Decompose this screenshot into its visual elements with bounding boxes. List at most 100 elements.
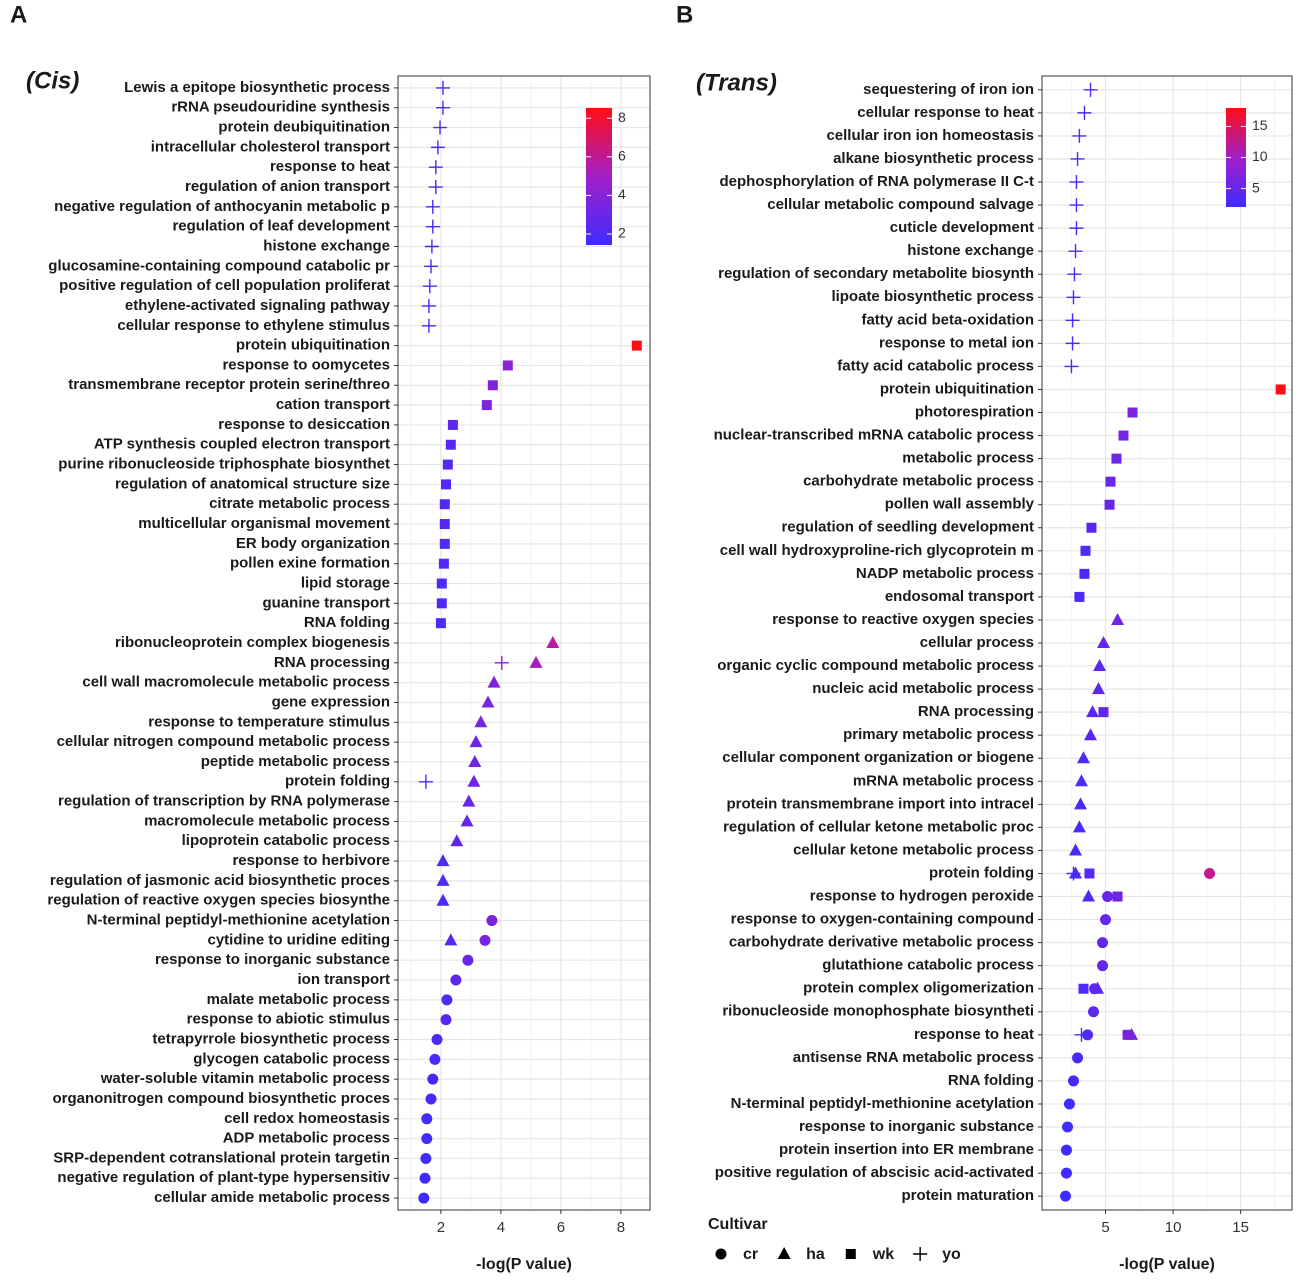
y-tick-label: RNA folding <box>304 614 390 631</box>
y-tick-label: endosomal transport <box>885 588 1034 605</box>
point <box>1111 453 1122 464</box>
y-tick-label: pollen wall assembly <box>885 496 1035 513</box>
y-tick-label: response to inorganic substance <box>799 1118 1034 1135</box>
y-tick-label: histone exchange <box>263 237 390 254</box>
point <box>425 1093 437 1105</box>
points <box>418 80 642 1204</box>
point <box>431 1034 443 1046</box>
point <box>1066 290 1081 305</box>
y-tick-label: dephosphorylation of RNA polymerase II C… <box>720 173 1034 190</box>
y-tick-label: regulation of cellular ketone metabolic … <box>723 818 1034 835</box>
y-tick-label: cellular response to ethylene stimulus <box>117 317 390 334</box>
y-tick-label: protein ubiquitination <box>236 337 390 354</box>
point <box>1076 751 1090 764</box>
point <box>418 774 433 789</box>
point <box>1072 1052 1084 1064</box>
y-tick-label: nucleic acid metabolic process <box>812 680 1034 697</box>
plot-border <box>397 75 651 1211</box>
y-tick-label: protein insertion into ER membrane <box>779 1141 1034 1158</box>
y-tick-label: RNA folding <box>948 1072 1034 1089</box>
x-axis-title: -log(P value) <box>476 1256 572 1273</box>
point <box>1066 866 1081 881</box>
point <box>441 994 453 1006</box>
point <box>1204 867 1216 879</box>
legend-label: yo <box>942 1246 961 1263</box>
point <box>445 439 456 450</box>
point <box>1080 545 1091 556</box>
y-tick-label: regulation of jasmonic acid biosynthetic… <box>50 872 390 889</box>
point <box>529 655 543 668</box>
y-tick-label: negative regulation of anthocyanin metab… <box>54 198 390 215</box>
point <box>1105 476 1116 487</box>
y-tick-label: antisense RNA metabolic process <box>793 1049 1034 1066</box>
point <box>1060 1167 1072 1179</box>
y-tick-label: citrate metabolic process <box>209 495 390 512</box>
panel-subtitle: (Cis) <box>26 67 79 94</box>
point <box>425 219 440 234</box>
point <box>438 558 449 569</box>
point <box>1087 1006 1099 1018</box>
y-tick-label: tetrapyrrole biosynthetic process <box>152 1030 390 1047</box>
point <box>436 854 450 867</box>
y-tick-label: cell wall macromolecule metabolic proces… <box>82 674 390 691</box>
y-tick-label: organic cyclic compound metabolic proces… <box>717 657 1034 674</box>
point <box>1072 820 1086 833</box>
y-tick-label: protein complex oligomerization <box>803 980 1034 997</box>
y-tick-label: histone exchange <box>907 242 1034 259</box>
point <box>424 259 438 274</box>
point <box>481 400 492 411</box>
colorbar-label: 15 <box>1252 117 1268 133</box>
point <box>487 675 501 688</box>
point <box>462 954 474 966</box>
y-tick-label: response to heat <box>914 1026 1034 1043</box>
point <box>1062 1121 1074 1133</box>
point <box>1098 707 1109 718</box>
point <box>1091 981 1105 994</box>
colorbar-label: 6 <box>618 148 626 164</box>
y-tick-label: Lewis a epitope biosynthetic process <box>124 79 390 96</box>
y-tick-label: RNA processing <box>918 703 1034 720</box>
point <box>425 199 440 214</box>
point <box>1111 612 1125 625</box>
point <box>486 915 498 927</box>
y-tick-label: cellular response to heat <box>857 104 1034 121</box>
y-tick-label: response to reactive oxygen species <box>772 611 1034 628</box>
point <box>1074 774 1088 787</box>
y-tick-label: rRNA pseudouridine synthesis <box>171 99 390 116</box>
x-axis-title: -log(P value) <box>1119 1256 1215 1273</box>
point <box>468 754 482 767</box>
point <box>1112 891 1123 902</box>
x-tick-label: 6 <box>557 1219 565 1236</box>
point <box>462 794 476 807</box>
y-tick-label: response to inorganic substance <box>155 951 390 968</box>
y-tick-label: regulation of anion transport <box>185 178 390 195</box>
y-tick-label: SRP-dependent cotranslational protein ta… <box>53 1149 390 1166</box>
legend-symbol <box>913 1247 928 1261</box>
point <box>430 140 445 155</box>
y-tick-label: malate metabolic process <box>207 991 390 1008</box>
point <box>1122 1029 1133 1040</box>
point <box>502 360 513 371</box>
y-tick-label: lipoate biosynthetic process <box>831 288 1034 305</box>
point <box>1063 1098 1075 1110</box>
y-tick-label: cytidine to uridine editing <box>207 931 390 948</box>
y-tick-label: protein transmembrane import into intrac… <box>726 795 1034 812</box>
y-tick-label: response to metal ion <box>879 334 1034 351</box>
y-tick-label: ribonucleoside monophosphate biosyntheti <box>722 1003 1034 1020</box>
x-tick-label: 5 <box>1101 1219 1109 1236</box>
point <box>479 934 491 946</box>
point <box>1083 82 1098 97</box>
point <box>1100 914 1112 926</box>
y-tick-label: cellular ketone metabolic process <box>793 841 1034 858</box>
y-tick-label: response to hydrogen peroxide <box>810 888 1034 905</box>
y-tick-label: response to herbivore <box>232 852 390 869</box>
y-tick-label: regulation of reactive oxygen species bi… <box>47 892 390 909</box>
legend-symbol <box>715 1248 727 1260</box>
point <box>1084 868 1095 879</box>
point <box>450 974 462 986</box>
y-tick-label: protein ubiquitination <box>880 380 1034 397</box>
point <box>439 519 450 530</box>
legend-label: cr <box>743 1246 758 1263</box>
colorbar-label: 10 <box>1252 148 1268 164</box>
